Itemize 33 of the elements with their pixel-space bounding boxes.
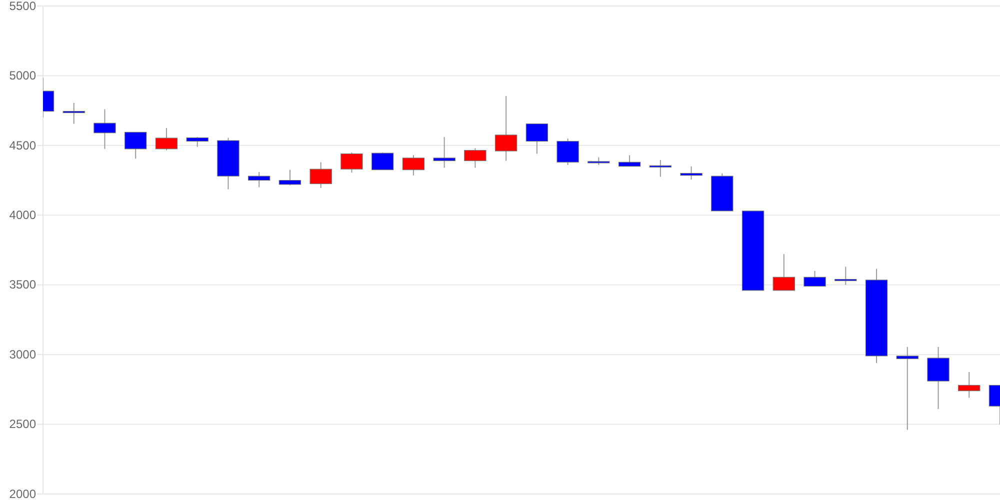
y-tick-label: 3500: [9, 278, 36, 292]
candlestick: [649, 160, 672, 178]
candlestick: [958, 372, 980, 398]
y-tick-label: 2000: [9, 486, 36, 500]
candlestick: [310, 162, 332, 188]
candlestick: [433, 136, 456, 168]
y-tick-label: 3000: [9, 347, 36, 362]
y-tick-label: 4000: [9, 208, 36, 222]
candlestick: [464, 148, 486, 168]
candlestick: [371, 152, 394, 170]
y-tick-label: 4500: [9, 138, 36, 152]
candlestick: [248, 171, 270, 188]
candlestick: [896, 346, 918, 430]
candlestick: [618, 154, 641, 167]
candlestick: [526, 123, 548, 154]
candlestick: [834, 266, 857, 286]
candlestick: [124, 132, 147, 160]
y-tick-label: 5500: [9, 0, 36, 13]
candlestick: [804, 270, 826, 287]
candlestick: [278, 169, 302, 186]
candlestick: [927, 346, 950, 410]
candlestick: [62, 102, 85, 124]
candlestick: [155, 128, 178, 151]
y-tick-label: 2500: [9, 417, 36, 432]
candlestick: [680, 166, 702, 180]
candlestick: [556, 138, 579, 166]
candlestick: [94, 108, 116, 150]
candlestick: [772, 254, 796, 291]
candlestick: [186, 136, 208, 148]
candlestick: [494, 95, 518, 162]
candlestick: [402, 154, 425, 176]
y-tick-label: 5000: [9, 68, 36, 83]
candlestick: [340, 152, 363, 174]
